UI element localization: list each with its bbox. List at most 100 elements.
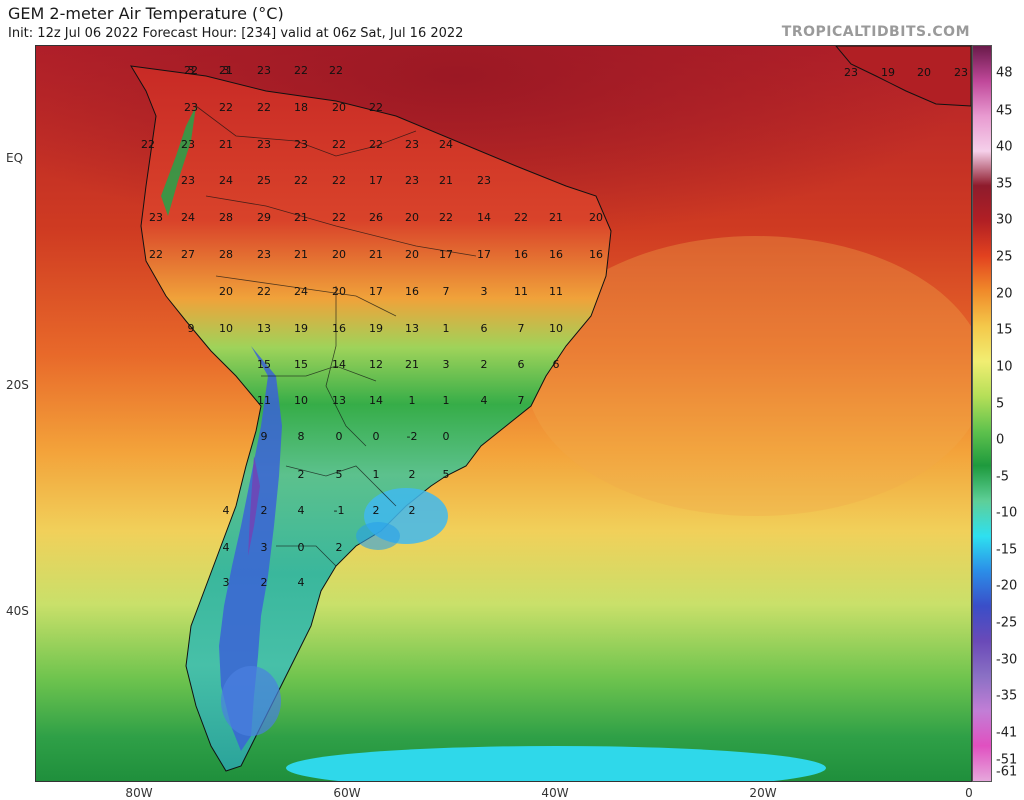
temperature-value: 7 (518, 322, 525, 335)
temperature-value: 13 (257, 322, 271, 335)
temperature-value: 21 (439, 174, 453, 187)
temperature-value: 22 (141, 138, 155, 151)
temperature-value: 0 (373, 430, 380, 443)
colorbar-label: 15 (996, 322, 1013, 338)
temperature-value: 21 (219, 64, 233, 77)
temperature-value: 3 (223, 64, 230, 77)
lon-label-80w: 80W (125, 786, 153, 800)
temperature-value: 23 (257, 64, 271, 77)
temperature-value: 28 (219, 211, 233, 224)
temperature-value: 23 (844, 66, 858, 79)
temperature-value: 23 (405, 174, 419, 187)
colorbar-label: -51 (996, 752, 1018, 768)
andes-deep-cold (248, 456, 260, 556)
temperature-value: 11 (514, 285, 528, 298)
antarctic-cold-patch (286, 746, 826, 781)
colorbar-label: 0 (996, 432, 1005, 448)
lon-label-20w: 20W (749, 786, 777, 800)
lat-label-20s: 20S (6, 378, 29, 392)
temperature-value: 10 (294, 394, 308, 407)
temperature-value: 21 (369, 248, 383, 261)
temperature-colorbar (972, 45, 992, 782)
temperature-value: 22 (294, 64, 308, 77)
temperature-value: 22 (369, 138, 383, 151)
colorbar-label: -10 (996, 505, 1018, 521)
temperature-value: 23 (257, 138, 271, 151)
temperature-value: 20 (917, 66, 931, 79)
temperature-value: 4 (481, 394, 488, 407)
temperature-value: 5 (336, 468, 343, 481)
temperature-value: 4 (298, 576, 305, 589)
temperature-value: 4 (223, 541, 230, 554)
temperature-value: 22 (332, 211, 346, 224)
temperature-value: 13 (332, 394, 346, 407)
temperature-value: 22 (219, 101, 233, 114)
temperature-value: 7 (518, 394, 525, 407)
temperature-value: 24 (181, 211, 195, 224)
colorbar-label: 10 (996, 359, 1013, 375)
temperature-value: 2 (261, 504, 268, 517)
temperature-value: 20 (332, 248, 346, 261)
lon-label-40w: 40W (541, 786, 569, 800)
temperature-value: 12 (369, 358, 383, 371)
colorbar-label: -30 (996, 652, 1018, 668)
temperature-value: 15 (294, 358, 308, 371)
temperature-value: 1 (443, 394, 450, 407)
temperature-value: 16 (332, 322, 346, 335)
temperature-value: 3 (223, 576, 230, 589)
temperature-value: 5 (443, 468, 450, 481)
temperature-value: -2 (407, 430, 418, 443)
temperature-value: 16 (405, 285, 419, 298)
temperature-value: 20 (405, 211, 419, 224)
temperature-value: 20 (332, 285, 346, 298)
colorbar-label: 45 (996, 103, 1013, 119)
temperature-value: 11 (549, 285, 563, 298)
temperature-value: 19 (881, 66, 895, 79)
colorbar-label: -15 (996, 542, 1018, 558)
temperature-value: 23 (294, 138, 308, 151)
temperature-value: 14 (369, 394, 383, 407)
colorbar-label: -25 (996, 615, 1018, 631)
temperature-value: 26 (369, 211, 383, 224)
temperature-value: 2 (373, 504, 380, 517)
temperature-value: 4 (298, 504, 305, 517)
temperature-value: 22 (294, 174, 308, 187)
temperature-value: 24 (294, 285, 308, 298)
forecast-info: Init: 12z Jul 06 2022 Forecast Hour: [23… (8, 26, 464, 41)
temperature-value: 17 (369, 174, 383, 187)
temperature-value: 2 (261, 576, 268, 589)
temperature-value: 20 (405, 248, 419, 261)
temperature-value: 23 (181, 174, 195, 187)
temperature-value: 20 (589, 211, 603, 224)
temperature-value: 22 (149, 248, 163, 261)
andes-cold-strip (219, 346, 282, 751)
temperature-value: 9 (261, 430, 268, 443)
temperature-value: 4 (223, 504, 230, 517)
temperature-value: 3 (443, 358, 450, 371)
colorbar-label: 35 (996, 176, 1013, 192)
temperature-value: 1 (443, 322, 450, 335)
temperature-value: 28 (219, 248, 233, 261)
lat-label-40s: 40S (6, 604, 29, 618)
country-borders (195, 105, 477, 567)
colorbar-label: -5 (996, 469, 1009, 485)
colorbar-label: -61 (996, 764, 1018, 780)
temperature-value: 3 (481, 285, 488, 298)
temperature-value: 22 (329, 64, 343, 77)
colorbar-label: 5 (996, 396, 1005, 412)
temperature-value: 25 (257, 174, 271, 187)
site-credit[interactable]: TROPICALTIDBITS.COM (781, 24, 970, 40)
temperature-value: 1 (409, 394, 416, 407)
colorbar-label: -41 (996, 725, 1018, 741)
temperature-value: 2 (298, 468, 305, 481)
temperature-value: 6 (553, 358, 560, 371)
temperature-value: 22 (514, 211, 528, 224)
temperature-value: 2 (336, 541, 343, 554)
temperature-value: 11 (257, 394, 271, 407)
temperature-value: 23 (477, 174, 491, 187)
temperature-value: 19 (294, 322, 308, 335)
temperature-value: 0 (443, 430, 450, 443)
temperature-value: 22 (257, 285, 271, 298)
temperature-value: 22 (332, 174, 346, 187)
map-title: GEM 2-meter Air Temperature (°C) (8, 4, 284, 23)
